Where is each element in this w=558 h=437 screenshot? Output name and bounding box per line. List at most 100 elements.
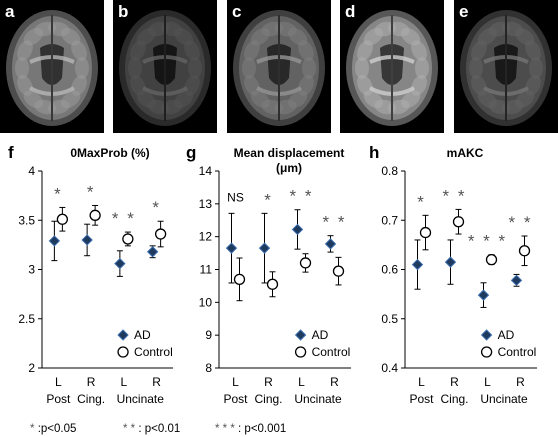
footnote-text-3: : p<0.001 [238,423,287,435]
chart-h-significance-mark: * * [509,213,533,232]
chart-g-significance-mark: NS [227,190,244,204]
chart-h-point-control [419,226,432,239]
chart-g-point-ad [258,242,271,254]
chart-h-significance-mark: * [417,192,426,211]
mri-image-c: c [227,0,331,133]
chart-h-legend-marker-ad [480,329,493,341]
chart-g-y-tick-label: 9 [205,328,212,342]
chart-h-point-ad [477,289,490,301]
mri-image-a: a [0,0,104,133]
footnote-p01: * * : p<0.01 [123,423,180,435]
chart-g-point-ad [225,242,238,254]
chart-g-y-tick-label: 14 [199,164,213,178]
panel-letter-g: g [186,143,197,162]
chart-g-point-ad [291,223,304,236]
chart-f-significance-mark: * * [112,209,136,228]
chart-f-significance-mark: * [152,198,161,217]
chart-h-y-tick-label: 0.7 [381,213,398,227]
chart-f-point-control [122,233,134,245]
chart-f-point-control [56,213,69,225]
chart-f-legend-marker-control [117,346,129,358]
chart-g-significance-mark: * [264,190,273,209]
chart-h-point-control [485,253,498,266]
chart-f-y-tick-label: 2 [28,361,35,375]
chart-f-point-control [89,209,101,221]
chart-f-y-tick-label: 4 [28,164,35,178]
chart-h-group-label-uncinate: Uncinate [480,392,528,406]
panel-letter-h: h [369,143,380,162]
chart-f-point-ad [146,246,159,258]
chart-h-y-tick-label: 0.8 [381,164,398,178]
chart-f-point-ad [81,234,93,246]
chart-g-y-tick-label: 8 [205,361,212,375]
chart-h-x-tick-label: L [484,375,491,389]
chart-title-h: mAKC [446,146,484,160]
chart-h-significance-mark: * * [443,186,467,205]
chart-h-point-control [452,216,465,228]
footnote-p05: * :p<0.05 [30,423,76,435]
chart-f-significance-mark: * [54,184,63,203]
charts-canvas: 2 2.5 3 3.5 4 L R L R Post Cing. Uncinate * * * * * AD Co… [18,164,539,406]
footnote-stars-3: * * * [215,423,235,435]
chart-f-group-label-post: Post [46,392,71,406]
image-label-d: d [345,2,356,21]
chart-f-x-tick-label: L [55,375,62,389]
chart-f-group-label-cing: Cing. [77,392,105,406]
chart-f-legend-label-control: Control [134,345,173,359]
chart-h-x-tick-label: R [450,375,459,389]
chart-f-legend-label-ad: AD [134,328,151,342]
chart-h-legend-label-ad: AD [498,328,515,342]
panel-letter-f: f [8,143,14,162]
chart-h-y-tick-label: 0.6 [381,263,398,277]
chart-h-x-tick-label: R [516,375,525,389]
chart-g-group-label-cing: Cing. [254,392,282,406]
chart-h-legend-label-control: Control [498,345,537,359]
chart-h-point-ad [444,256,457,268]
chart-f-x-tick-label: R [87,375,96,389]
mri-image-d: d [340,0,444,133]
chart-g-legend-label-control: Control [312,345,351,359]
chart-g-significance-mark: * * [290,187,314,206]
chart-h-x-tick-label: L [418,375,425,389]
chart-g-point-control [332,265,345,277]
chart-g-point-ad [324,238,337,250]
chart-f-y-tick-label: 2.5 [18,312,35,326]
chart-f-point-ad [114,257,126,270]
mri-image-b: b [113,0,217,133]
chart-title-f: 0MaxProb (%) [70,146,150,160]
image-label-a: a [5,2,15,21]
chart-f-y-tick-label: 3.5 [18,213,35,227]
chart-f-x-tick-label: L [121,375,128,389]
chart-g-x-tick-label: L [232,375,239,389]
chart-h-y-tick-label: 0.4 [381,361,398,375]
chart-f-point-control [154,228,167,240]
chart-h-group-label-cing: Cing. [440,392,468,406]
image-label-e: e [459,2,469,21]
chart-g-point-control [299,257,312,269]
mri-image-e: e [454,0,558,133]
chart-h-point-ad [411,258,424,271]
chart-h-group-label-post: Post [409,392,434,406]
chart-g-group-label-post: Post [223,392,248,406]
chart-f-y-tick-label: 3 [28,263,35,277]
chart-h-significance-mark: * * * [468,232,507,251]
chart-f-point-ad [48,235,61,247]
image-label-b: b [118,2,129,21]
footnote-text-1: :p<0.05 [37,423,77,435]
chart-title-g: Mean displacement (μm) [233,146,345,175]
chart-h-y-tick-label: 0.5 [381,312,398,326]
footnote-text-2: : p<0.01 [138,423,181,435]
chart-g-y-tick-label: 11 [200,263,213,277]
chart-h-point-ad [510,274,523,287]
chart-g-point-control [233,273,246,286]
chart-f-significance-mark: * [87,182,96,201]
footnote-stars-1: * [30,423,35,435]
footnote-p001: * * * : p<0.001 [215,423,286,435]
chart-g-legend-label-ad: AD [312,328,329,342]
chart-g-group-label-uncinate: Uncinate [294,392,342,406]
chart-g-x-tick-label: L [298,375,305,389]
chart-g-significance-mark: * * [323,213,347,232]
chart-f-x-tick-label: R [152,375,161,389]
footnote-stars-2: * * [123,423,136,435]
chart-h-point-control [518,245,531,257]
